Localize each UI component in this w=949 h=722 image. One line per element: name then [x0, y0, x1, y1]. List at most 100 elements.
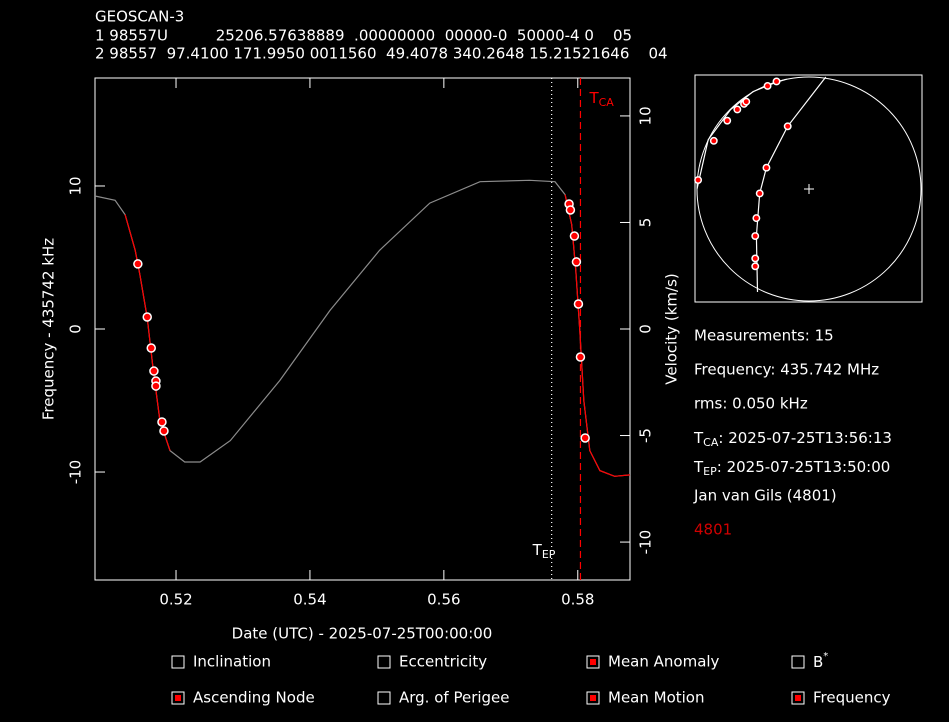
measurement	[723, 116, 732, 125]
label-text: : 2025-07-25T13:56:13	[718, 429, 892, 447]
option[interactable]	[791, 655, 805, 669]
info-line: Measurements: 15	[694, 327, 834, 345]
measurement	[571, 257, 582, 267]
measurement	[573, 299, 584, 309]
sky-frame	[694, 74, 923, 303]
y2-tick-label: 0	[637, 324, 655, 334]
checkbox[interactable]	[171, 691, 185, 705]
checkbox[interactable]	[791, 655, 805, 669]
x-tick-label: 0.56	[427, 591, 460, 609]
label: Frequency	[813, 689, 891, 707]
tle-line: 2 98557 97.4100 171.9950 0011560 49.4078…	[95, 45, 668, 63]
measurement	[709, 136, 718, 145]
measurement	[751, 254, 760, 263]
option[interactable]	[791, 691, 805, 705]
label-sup: *	[823, 651, 828, 662]
measurement	[751, 232, 760, 240]
info-line: 4801	[694, 521, 732, 539]
info-line: Frequency: 435.742 MHz	[694, 361, 879, 379]
checkbox[interactable]	[377, 691, 391, 705]
x-tick-label: 0.58	[561, 591, 594, 609]
info-line: rms: 0.050 kHz	[694, 395, 808, 413]
label-base: T	[532, 541, 543, 559]
measurement	[762, 163, 771, 172]
option[interactable]	[377, 691, 391, 705]
label-sub: CA	[703, 436, 719, 449]
measurement	[569, 231, 580, 241]
measurement	[142, 312, 152, 322]
label-sub: CA	[599, 96, 615, 109]
option[interactable]	[171, 655, 185, 669]
y2-tick-label: 10	[637, 106, 655, 125]
label-base: B	[813, 653, 823, 671]
label: Eccentricity	[399, 653, 487, 671]
y2-tick-label: -5	[637, 428, 655, 443]
checkbox[interactable]	[377, 655, 391, 669]
option[interactable]	[171, 691, 185, 705]
plot-frame	[94, 77, 631, 581]
option[interactable]	[586, 655, 600, 669]
measurement	[159, 426, 169, 436]
label: Mean Motion	[608, 689, 705, 707]
label: TCA: 2025-07-25T13:56:13	[693, 429, 892, 450]
checkbox-mark	[590, 659, 596, 665]
measurement	[694, 176, 703, 184]
label-text: : 2025-07-25T13:50:00	[717, 458, 891, 476]
model-curve	[124, 194, 631, 477]
measurement	[742, 97, 751, 106]
label: TCA	[588, 89, 614, 110]
measurement	[580, 433, 590, 443]
measurement	[149, 366, 159, 376]
label: B*	[813, 651, 828, 671]
measurement	[755, 189, 764, 198]
model-curve	[755, 76, 827, 293]
measurement	[151, 381, 161, 391]
measurement	[752, 214, 761, 223]
y-axis-label: Frequency - 435742 kHz	[40, 238, 58, 420]
label: Inclination	[193, 653, 271, 671]
measurement	[763, 82, 772, 90]
x-axis-label: Date (UTC) - 2025-07-25T00:00:00	[232, 625, 493, 643]
measurement	[783, 122, 792, 131]
info-line: Jan van Gils (4801)	[693, 487, 837, 505]
measurement	[133, 259, 143, 269]
measurement	[157, 417, 167, 427]
option[interactable]	[586, 691, 600, 705]
tle-line: 1 98557U 25206.57638889 .00000000 00000-…	[95, 27, 632, 45]
y2-axis-label: Velocity (km/s)	[663, 273, 681, 384]
checkbox[interactable]	[791, 691, 805, 705]
measurement	[146, 343, 156, 353]
label-sub: EP	[542, 548, 556, 561]
x-tick-label: 0.54	[293, 591, 326, 609]
measurement	[772, 77, 781, 86]
checkbox-mark	[175, 695, 181, 701]
option[interactable]	[377, 655, 391, 669]
checkbox-mark	[795, 695, 801, 701]
label: Arg. of Perigee	[399, 689, 510, 707]
measurement	[733, 105, 742, 114]
model-curve	[94, 179, 631, 477]
label-base: T	[693, 458, 704, 476]
zenith	[804, 184, 814, 194]
y-tick-label: 0	[67, 324, 85, 334]
satellite-name: GEOSCAN-3	[95, 8, 184, 26]
model-curve	[696, 78, 787, 190]
label-base: T	[588, 89, 599, 107]
label: Mean Anomaly	[608, 653, 720, 671]
measurement	[565, 205, 576, 215]
x-tick-label: 0.52	[159, 591, 192, 609]
label-sub: EP	[703, 465, 717, 478]
y2-tick-label: -10	[637, 530, 655, 555]
label: TEP: 2025-07-25T13:50:00	[693, 458, 890, 479]
checkbox[interactable]	[586, 691, 600, 705]
checkbox[interactable]	[171, 655, 185, 669]
measurement	[575, 352, 586, 362]
checkbox[interactable]	[586, 655, 600, 669]
y2-tick-label: 5	[637, 218, 655, 228]
measurement	[751, 262, 760, 271]
label: Ascending Node	[193, 689, 315, 707]
label-base: T	[693, 429, 704, 447]
y-tick-label: -10	[67, 460, 85, 485]
